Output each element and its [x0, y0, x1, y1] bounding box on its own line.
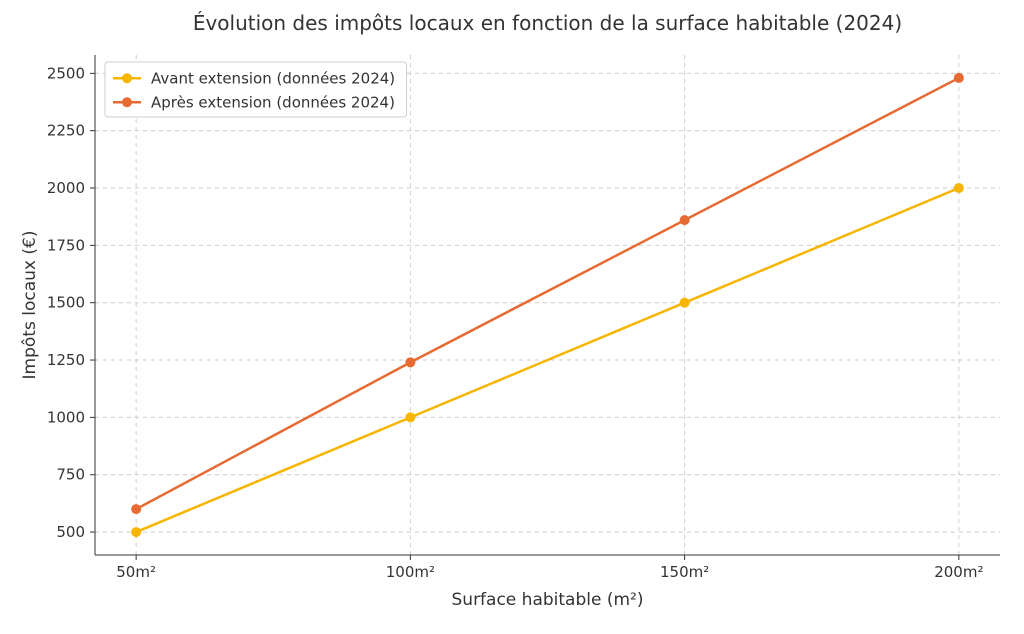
chart-title: Évolution des impôts locaux en fonction …	[193, 11, 902, 35]
x-axis-label: Surface habitable (m²)	[452, 590, 644, 610]
y-tick-label: 1750	[47, 236, 85, 254]
x-tick-label: 50m²	[116, 563, 156, 581]
series-marker-0	[131, 527, 141, 537]
series-marker-0	[680, 298, 690, 308]
series-marker-0	[954, 183, 964, 193]
x-tick-label: 200m²	[934, 563, 983, 581]
y-tick-label: 1500	[47, 294, 85, 312]
series-marker-0	[405, 412, 415, 422]
y-tick-label: 750	[56, 466, 85, 484]
y-tick-label: 2000	[47, 179, 85, 197]
legend-label: Avant extension (données 2024)	[151, 70, 395, 88]
line-chart: 50m² 100m² 150m² 200m² 500 750 1000 1250 1500 175…	[0, 0, 1024, 634]
series-marker-1	[405, 357, 415, 367]
y-tick-label: 1250	[47, 351, 85, 369]
x-tick-label: 150m²	[660, 563, 709, 581]
legend: Avant extension (données 2024) Après exte…	[105, 62, 407, 117]
y-tick-label: 2250	[47, 122, 85, 140]
series-marker-1	[131, 504, 141, 514]
legend-swatch-marker	[122, 73, 132, 83]
y-tick-label: 1000	[47, 408, 85, 426]
x-tick-label: 100m²	[386, 563, 435, 581]
series-marker-1	[954, 73, 964, 83]
series-marker-1	[680, 215, 690, 225]
y-tick-label: 2500	[47, 64, 85, 82]
y-axis-label: Impôts locaux (€)	[20, 231, 40, 380]
legend-label: Après extension (données 2024)	[151, 94, 395, 112]
legend-swatch-marker	[122, 97, 132, 107]
y-tick-label: 500	[56, 523, 85, 541]
